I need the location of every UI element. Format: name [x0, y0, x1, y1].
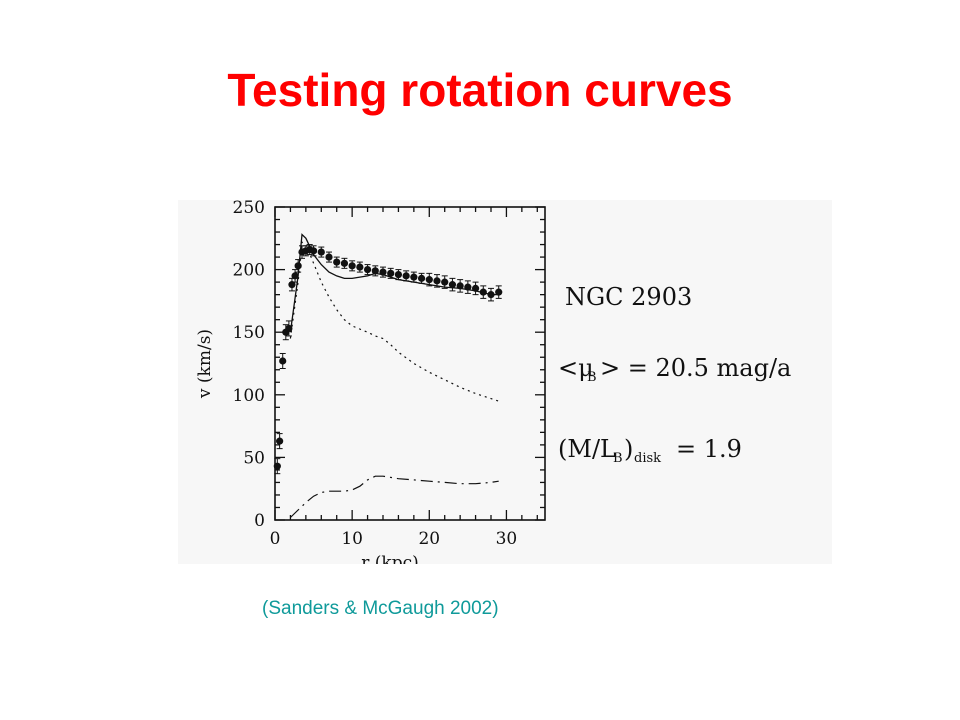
dotted-model-curve [289, 241, 499, 402]
chart-figure: 0 10 20 30 0 50 100 150 200 250 r (kpc) v (km/s) NG… [178, 200, 832, 564]
data-point [417, 274, 426, 282]
y-tick-label: 150 [233, 323, 265, 343]
citation: (Sanders & McGaugh 2002) [262, 598, 499, 619]
mass-to-light-value: = 1.9 [676, 435, 742, 463]
slide-title: Testing rotation curves [227, 64, 733, 116]
mass-to-light-sub-disk: disk [634, 451, 661, 466]
surface-brightness-label: <μ [558, 354, 594, 382]
data-point [471, 284, 480, 292]
data-point [291, 272, 299, 280]
data-point [402, 272, 410, 280]
data-point [433, 277, 441, 285]
data-point [294, 262, 302, 270]
y-tick-label: 50 [243, 448, 265, 468]
data-point [479, 288, 487, 296]
mass-to-light-label: (M/L [558, 435, 616, 463]
data-point [495, 288, 503, 296]
galaxy-name: NGC 2903 [565, 283, 692, 311]
data-point [441, 278, 449, 286]
galaxy-info: NGC 2903 <μ B > = 20.5 mag/a (M/L B ) di… [558, 283, 791, 466]
data-point [325, 253, 333, 261]
plot-layer: 0 10 20 30 0 50 100 150 200 250 r (kpc) v (km/s) [195, 200, 546, 564]
rotation-curve-chart: 0 10 20 30 0 50 100 150 200 250 r (kpc) v (km/s) NG… [195, 200, 791, 564]
surface-brightness-value: > = 20.5 mag/a [600, 354, 791, 382]
data-point [387, 269, 395, 277]
data-point [348, 262, 356, 270]
data-point [379, 268, 387, 276]
data-point [410, 273, 418, 281]
data-point [285, 324, 293, 333]
data-point [394, 271, 403, 279]
x-tick-label: 0 [270, 529, 281, 549]
y-tick-label: 250 [233, 200, 265, 218]
surface-brightness-sub: B [587, 370, 597, 385]
x-axis-label: r (kpc) [361, 553, 419, 564]
data-point [363, 266, 372, 274]
data-point [279, 357, 287, 365]
data-point [456, 282, 464, 290]
total-model-curve [289, 233, 499, 333]
mass-to-light-sub-b: B [613, 451, 623, 466]
data-point [276, 437, 284, 445]
data-point [309, 247, 318, 255]
y-axis-label: v (km/s) [195, 329, 215, 399]
data-point [333, 258, 341, 266]
data-point [317, 248, 325, 256]
data-point [340, 259, 349, 267]
y-tick-label: 100 [233, 386, 265, 406]
data-point [448, 281, 457, 289]
y-tick-label: 0 [254, 511, 265, 531]
data-point [464, 283, 472, 291]
x-tick-label: 30 [496, 529, 518, 549]
data-point [371, 267, 379, 275]
data-point [273, 462, 281, 470]
x-tick-label: 20 [418, 529, 440, 549]
data-point [288, 281, 296, 289]
dash-dot-model-curve [289, 475, 499, 518]
data-point [356, 263, 364, 271]
data-point [487, 291, 495, 299]
plot-frame [274, 206, 546, 521]
data-point [425, 276, 433, 284]
x-tick-label: 10 [341, 529, 363, 549]
mass-to-light-close: ) [624, 435, 633, 463]
y-tick-label: 200 [233, 261, 265, 281]
